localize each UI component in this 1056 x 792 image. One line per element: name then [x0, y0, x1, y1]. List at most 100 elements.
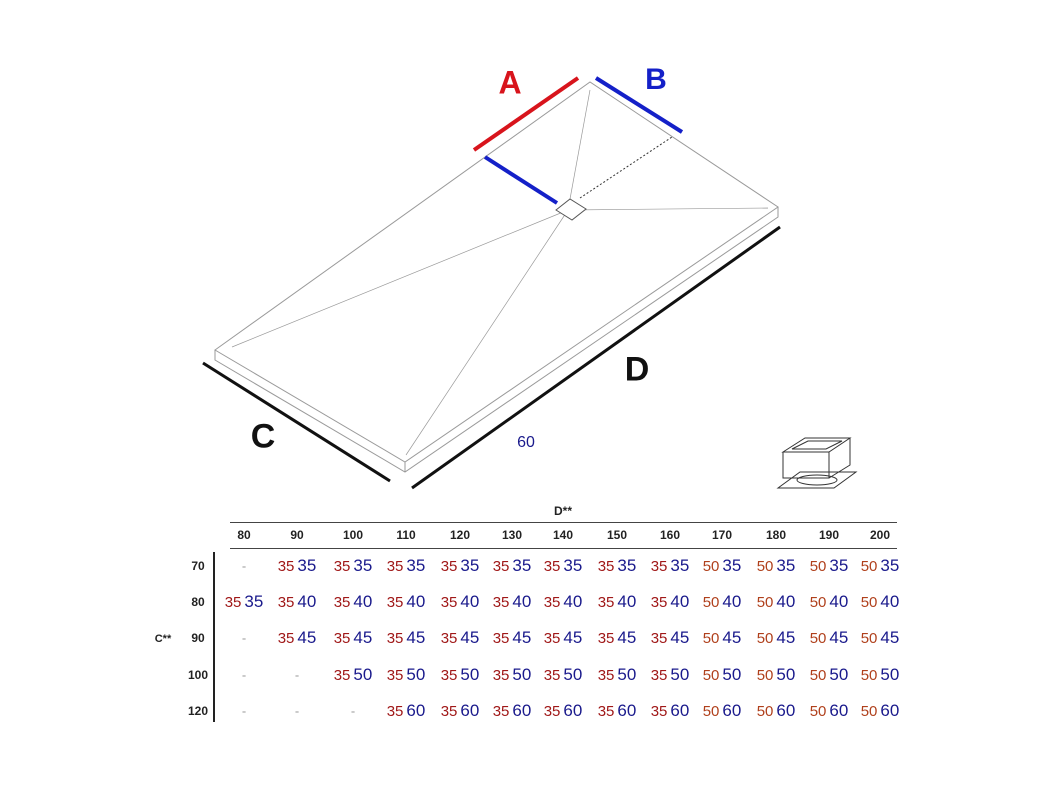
table-cell: 50 35: [810, 556, 849, 576]
column-group-label: D**: [553, 504, 573, 518]
tray-value-b: 60: [563, 701, 583, 720]
row-header: 90: [191, 631, 205, 645]
table-cell: 35 45: [544, 628, 583, 648]
label-d: D: [624, 350, 650, 389]
tray-value-a: 35: [650, 558, 668, 575]
column-header: 200: [869, 528, 891, 542]
table-cell: 50 60: [861, 701, 900, 721]
tray-value-a: 35: [543, 667, 561, 684]
tray-value-a: 50: [756, 630, 774, 647]
tray-value-a: 35: [650, 703, 668, 720]
tray-value-b: 35: [880, 556, 900, 575]
tray-value-b: 45: [617, 628, 637, 647]
tray-value-b: 35: [297, 556, 317, 575]
table-cell: 35 60: [387, 701, 426, 721]
column-header: 80: [237, 528, 251, 542]
table-cell: -: [241, 667, 247, 683]
header-bottom-rule: [230, 548, 897, 549]
table-cell: 35 45: [278, 628, 317, 648]
table-cell: 35 45: [334, 628, 373, 648]
column-header: 190: [818, 528, 840, 542]
dimension-b-line-2: [483, 155, 559, 205]
tray-value-a: 35: [492, 667, 510, 684]
tray-value-a: 35: [543, 558, 561, 575]
tray-value-a: 50: [702, 667, 720, 684]
table-cell: 35 50: [493, 665, 532, 685]
tray-value-b: 35: [406, 556, 426, 575]
row-header-rule: [213, 552, 215, 722]
table-cell: 50 60: [703, 701, 742, 721]
table-cell: 50 50: [810, 665, 849, 685]
tray-value-a: 35: [650, 594, 668, 611]
table-cell: 35 35: [651, 556, 690, 576]
tray-value-b: 45: [722, 628, 742, 647]
table-cell: 35 35: [278, 556, 317, 576]
tray-value-a: 35: [440, 594, 458, 611]
table-cell: 50 45: [861, 628, 900, 648]
tray-value-a: 50: [702, 558, 720, 575]
tray-value-b: 40: [512, 592, 532, 611]
tray-value-b: 35: [722, 556, 742, 575]
tray-value-a: 35: [650, 667, 668, 684]
table-cell: 35 35: [493, 556, 532, 576]
tray-value-a: 35: [277, 630, 295, 647]
tray-value-b: 40: [460, 592, 480, 611]
table-cell: 35 40: [441, 592, 480, 612]
tray-value-b: 40: [353, 592, 373, 611]
table-cell: 50 40: [757, 592, 796, 612]
header-top-rule: [230, 522, 897, 523]
tray-value-a: 50: [809, 703, 827, 720]
tray-value-a: 50: [860, 630, 878, 647]
shower-tray-outline-icon: [214, 81, 779, 473]
tray-value-a: 35: [333, 558, 351, 575]
row-header: 70: [191, 559, 205, 573]
tray-value-b: 50: [880, 665, 900, 684]
tray-value-a: 50: [860, 703, 878, 720]
tray-value-a: 35: [333, 667, 351, 684]
column-header: 90: [290, 528, 304, 542]
table-cell: 35 60: [493, 701, 532, 721]
tray-value-a: 35: [597, 558, 615, 575]
tray-value-a: 35: [277, 594, 295, 611]
tray-value-b: 45: [353, 628, 373, 647]
tray-value-a: 35: [386, 703, 404, 720]
tray-value-a: 35: [492, 558, 510, 575]
tray-value-a: 35: [333, 630, 351, 647]
tray-value-b: 60: [829, 701, 849, 720]
tray-value-a: 50: [756, 703, 774, 720]
tray-value-a: 50: [756, 558, 774, 575]
tray-value-a: 35: [333, 594, 351, 611]
label-a: A: [498, 64, 522, 101]
table-cell: 50 50: [703, 665, 742, 685]
tray-value-a: 50: [809, 630, 827, 647]
table-cell: 50 60: [810, 701, 849, 721]
tray-value-b: 45: [829, 628, 849, 647]
table-cell: 35 45: [651, 628, 690, 648]
tray-value-b: 35: [670, 556, 690, 575]
tray-value-b: 50: [563, 665, 583, 684]
table-cell: 50 50: [861, 665, 900, 685]
column-header: 180: [765, 528, 787, 542]
table-cell: 35 40: [387, 592, 426, 612]
tray-value-b: 40: [563, 592, 583, 611]
tray-value-b: 50: [460, 665, 480, 684]
tray-value-b: 60: [406, 701, 426, 720]
tray-value-a: 50: [809, 667, 827, 684]
table-cell: 35 45: [493, 628, 532, 648]
tray-value-b: 35: [829, 556, 849, 575]
tray-value-b: 60: [776, 701, 796, 720]
column-header: 170: [711, 528, 733, 542]
table-cell: 35 40: [598, 592, 637, 612]
table-cell: 35 50: [441, 665, 480, 685]
tray-value-a: 35: [597, 594, 615, 611]
column-header: 140: [552, 528, 574, 542]
tray-value-b: 45: [776, 628, 796, 647]
table-cell: 35 35: [387, 556, 426, 576]
table-cell: 35 35: [225, 592, 264, 612]
tray-value-b: 40: [617, 592, 637, 611]
table-cell: 35 40: [544, 592, 583, 612]
tray-value-b: 45: [670, 628, 690, 647]
tray-value-b: 50: [617, 665, 637, 684]
tray-value-a: 35: [597, 703, 615, 720]
drain-box-icon: [776, 437, 858, 489]
